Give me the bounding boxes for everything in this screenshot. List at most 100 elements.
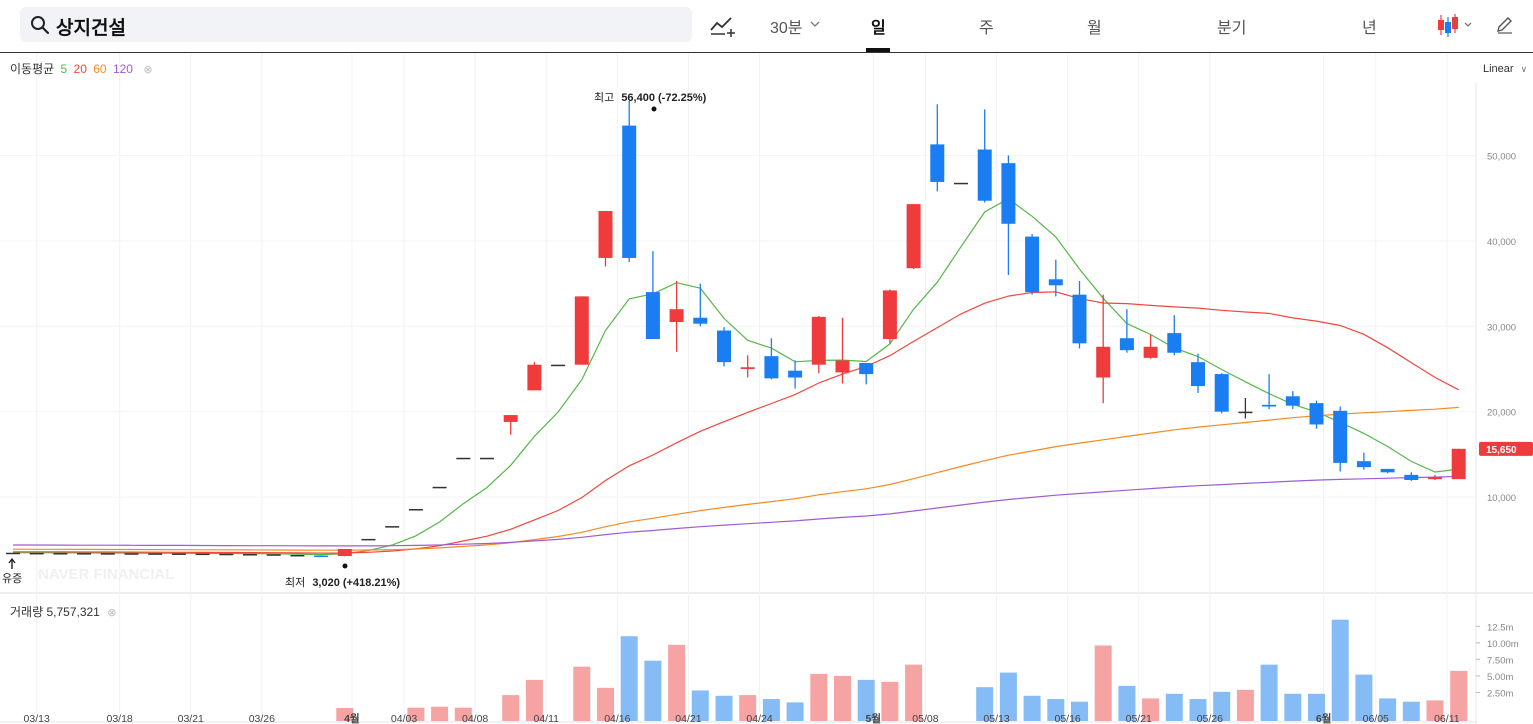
volume-bar bbox=[786, 702, 804, 721]
chevron-down-icon: ∨ bbox=[1520, 64, 1528, 74]
close-ma-icon[interactable]: ⊗ bbox=[143, 64, 153, 76]
period-day[interactable]: 일 bbox=[871, 20, 886, 37]
volume-bar bbox=[431, 706, 449, 721]
annotations: 최고 56,400 (-72.25%) 최저 3,020 (+418.21%) … bbox=[2, 91, 707, 589]
volume-bar bbox=[620, 636, 638, 721]
x-tick-label: 03/13 bbox=[24, 713, 50, 724]
candle-body bbox=[1285, 396, 1300, 406]
price-tick-label: 50,000 bbox=[1487, 151, 1516, 162]
candle-body bbox=[788, 370, 803, 378]
candlestick-type-icon[interactable] bbox=[1436, 13, 1474, 39]
volume-tick-label: 5.00m bbox=[1487, 672, 1513, 683]
top-bar: 상지건설 30분 일 주 월 분기 년 bbox=[0, 0, 1533, 53]
period-year[interactable]: 년 bbox=[1362, 20, 1377, 37]
price-tick-label: 10,000 bbox=[1487, 493, 1516, 504]
x-tick-label: 04/16 bbox=[604, 713, 630, 724]
price-tick-label: 40,000 bbox=[1487, 237, 1516, 248]
candle-body bbox=[740, 367, 755, 369]
volume-bar bbox=[857, 679, 875, 721]
volume-bar bbox=[762, 699, 780, 721]
moving-average-lines bbox=[12, 197, 1459, 556]
volume-bar bbox=[1142, 698, 1160, 721]
candle-body bbox=[1001, 163, 1016, 224]
candle-body bbox=[337, 548, 352, 556]
high-prefix: 최고 bbox=[594, 91, 614, 104]
x-tick-label: 05/21 bbox=[1126, 713, 1152, 724]
candle-body bbox=[811, 316, 826, 365]
candle-body bbox=[1262, 404, 1277, 407]
candle-body bbox=[53, 552, 68, 555]
ma120-label: 120 bbox=[112, 62, 133, 76]
volume-bar bbox=[573, 666, 591, 721]
volume-bar bbox=[1236, 689, 1254, 721]
scale-selector[interactable]: Linear ∨ bbox=[1483, 63, 1527, 75]
volume-tick-label: 12.5m bbox=[1487, 622, 1513, 633]
ma-legend-label: 이동평균 bbox=[10, 62, 55, 76]
candle-body bbox=[480, 457, 494, 460]
candle-body bbox=[77, 553, 92, 555]
volume-bar bbox=[715, 695, 733, 721]
event-arrow-head bbox=[8, 557, 16, 564]
candle-body bbox=[124, 553, 139, 555]
ma5-label: 5 bbox=[60, 62, 68, 76]
price-chart[interactable]: NAVER FINANCIAL 03/13 03/18 03/21 03/26 4월 04… bbox=[0, 53, 1533, 724]
volume-bar bbox=[1023, 695, 1041, 721]
candle-body bbox=[574, 296, 589, 365]
candle-body bbox=[456, 457, 471, 460]
x-tick-label: 04/08 bbox=[462, 713, 488, 724]
candle-body bbox=[432, 486, 447, 489]
candles bbox=[6, 100, 1466, 558]
close-volume-icon[interactable]: ⊗ bbox=[107, 607, 117, 619]
volume-bar bbox=[1308, 693, 1325, 721]
low-value: 3,020 (+418.21%) bbox=[312, 577, 400, 589]
candle-body bbox=[1167, 333, 1182, 353]
candle-body bbox=[243, 554, 257, 556]
candle-body bbox=[1191, 362, 1205, 387]
ma60-line bbox=[12, 406, 1459, 551]
candle-body bbox=[693, 317, 708, 324]
candle-body bbox=[1356, 461, 1371, 468]
volume-bar bbox=[525, 679, 543, 721]
volume-bar bbox=[881, 681, 899, 721]
ma120-line bbox=[13, 475, 1459, 547]
candle-body bbox=[954, 182, 968, 185]
volume-tick-label: 7.50m bbox=[1487, 655, 1513, 666]
x-tick-label: 5월 bbox=[866, 712, 882, 724]
x-tick-label: 04/24 bbox=[746, 713, 772, 724]
period-month[interactable]: 월 bbox=[1087, 20, 1102, 37]
stock-search-box[interactable]: 상지건설 bbox=[20, 7, 692, 42]
period-quarter[interactable]: 분기 bbox=[1217, 20, 1247, 37]
volume-bar bbox=[1071, 701, 1088, 721]
volume-bar bbox=[1213, 691, 1231, 721]
candle-body bbox=[1214, 374, 1229, 412]
volume-bar bbox=[336, 708, 354, 721]
candle-body bbox=[859, 362, 874, 375]
candle-body bbox=[195, 553, 210, 556]
period-week[interactable]: 주 bbox=[979, 20, 994, 37]
price-tick-label: 30,000 bbox=[1487, 322, 1516, 333]
indicator-add-icon[interactable] bbox=[709, 14, 737, 38]
edit-pencil-icon[interactable] bbox=[1495, 15, 1515, 35]
x-tick-label: 06/05 bbox=[1363, 713, 1389, 724]
x-tick-label: 4월 bbox=[344, 712, 360, 724]
candle-body bbox=[1096, 346, 1111, 378]
volume-bar bbox=[668, 644, 686, 721]
volume-bar bbox=[1260, 664, 1278, 721]
candle-body bbox=[1333, 410, 1348, 463]
candle-body bbox=[408, 509, 423, 511]
volume-tick-label: 10.00m bbox=[1487, 639, 1519, 650]
volume-bar bbox=[1189, 699, 1207, 721]
x-tick-label: 04/03 bbox=[391, 713, 417, 724]
candle-body bbox=[717, 330, 731, 363]
watermark-text: NAVER FINANCIAL bbox=[38, 566, 174, 583]
volume-bar bbox=[1047, 699, 1065, 721]
period-30min[interactable]: 30분 bbox=[770, 20, 803, 37]
candle-body bbox=[266, 554, 281, 556]
volume-bar bbox=[597, 687, 614, 721]
volume-bar bbox=[1118, 685, 1136, 721]
ma20-line bbox=[13, 291, 1459, 554]
x-tick-label: 06/11 bbox=[1434, 713, 1460, 724]
current-price-tag bbox=[1479, 441, 1533, 456]
current-price-label: 15,650 bbox=[1486, 445, 1517, 456]
chevron-down-icon[interactable] bbox=[810, 20, 820, 28]
